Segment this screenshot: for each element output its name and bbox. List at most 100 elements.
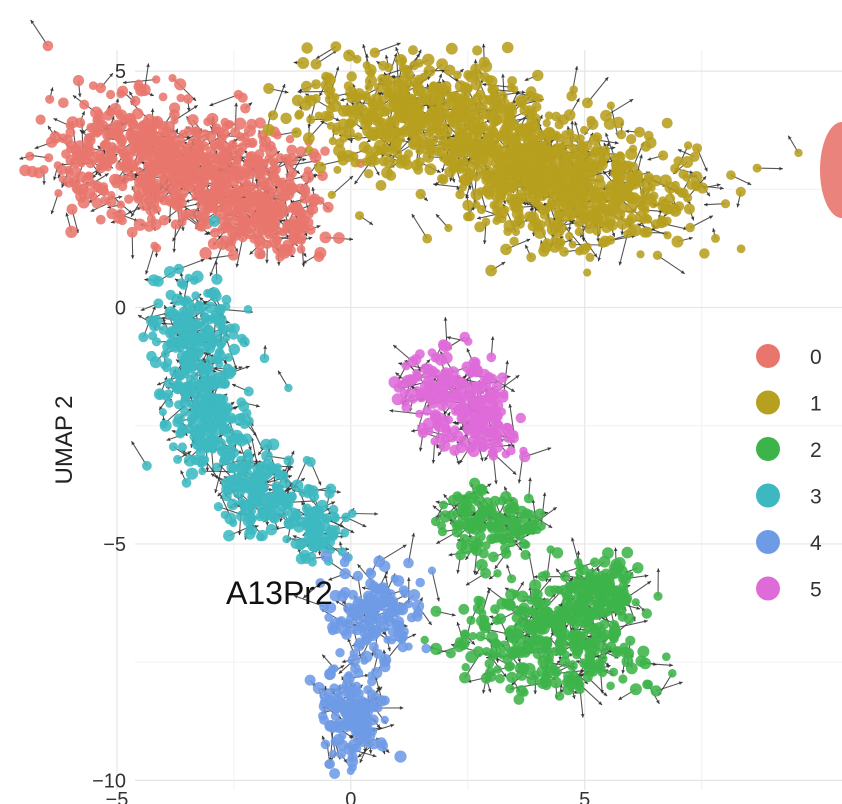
velocity-arrowhead xyxy=(398,362,403,366)
cluster-0-point xyxy=(105,107,116,117)
velocity-arrowhead xyxy=(552,507,557,511)
cluster-0-point xyxy=(132,183,144,195)
velocity-arrowhead xyxy=(517,658,521,663)
cluster-0-point xyxy=(158,215,170,226)
velocity-arrowhead xyxy=(131,212,135,217)
velocity-arrowhead xyxy=(611,232,616,237)
velocity-arrowhead xyxy=(205,467,210,472)
cluster-0-point xyxy=(199,141,209,151)
velocity-arrow xyxy=(209,94,239,107)
velocity-arrowhead xyxy=(528,477,532,482)
velocity-arrowhead xyxy=(581,237,586,242)
cluster-0-point xyxy=(188,208,200,220)
velocity-arrowhead xyxy=(157,381,162,386)
cluster-0-point xyxy=(269,157,279,167)
velocity-arrowhead xyxy=(572,695,576,699)
velocity-arrowhead xyxy=(417,49,422,54)
velocity-arrowhead xyxy=(482,240,487,244)
velocity-arrowhead xyxy=(200,258,205,263)
velocity-arrowhead xyxy=(576,98,580,103)
velocity-arrowhead xyxy=(186,107,191,112)
cluster-0-point xyxy=(201,190,212,201)
velocity-arrowhead xyxy=(431,459,436,464)
cluster-0-point xyxy=(171,198,184,211)
velocity-arrowhead xyxy=(747,181,752,185)
cluster-0-point xyxy=(207,237,220,250)
cluster-0-point xyxy=(86,122,97,133)
velocity-arrowhead xyxy=(19,156,24,160)
velocity-arrowhead xyxy=(504,486,508,491)
cluster-1-point xyxy=(263,83,275,94)
velocity-arrowhead xyxy=(481,689,486,694)
cluster-0-point xyxy=(165,171,175,181)
velocity-arrowhead xyxy=(443,317,448,321)
velocity-arrowhead xyxy=(288,474,292,479)
cluster-0-point xyxy=(249,234,259,244)
velocity-arrowhead xyxy=(443,494,448,498)
velocity-arrowhead xyxy=(419,597,423,602)
velocity-arrowhead xyxy=(337,490,341,494)
cluster-0-point xyxy=(209,203,219,213)
velocity-arrowhead xyxy=(512,470,517,475)
velocity-arrowhead xyxy=(303,232,308,237)
velocity-arrowhead xyxy=(301,501,305,506)
velocity-arrowhead xyxy=(629,99,634,103)
velocity-arrowhead xyxy=(656,568,661,572)
cluster-0-point xyxy=(206,160,217,171)
velocity-arrowhead xyxy=(278,370,282,375)
cluster-0-point xyxy=(223,120,233,130)
velocity-arrowhead xyxy=(411,214,416,218)
velocity-arrowhead xyxy=(779,166,783,171)
cluster-0-point xyxy=(219,173,232,186)
velocity-arrowhead xyxy=(72,95,77,99)
cluster-0-point xyxy=(174,78,187,91)
cluster-0-point xyxy=(227,227,240,240)
velocity-arrowhead xyxy=(506,564,510,569)
velocity-arrowhead xyxy=(475,571,479,575)
cluster-0-point xyxy=(156,165,165,174)
velocity-arrowhead xyxy=(382,649,387,654)
velocity-arrow xyxy=(293,595,325,608)
velocity-arrowhead xyxy=(505,360,509,365)
velocity-arrowhead xyxy=(164,305,168,310)
velocity-arrowhead xyxy=(375,171,380,176)
velocity-arrowhead xyxy=(446,412,451,417)
cluster-0-point xyxy=(196,172,206,182)
velocity-arrowhead xyxy=(621,670,626,674)
velocity-arrowhead xyxy=(395,372,400,377)
cluster-0-point xyxy=(168,74,177,83)
velocity-arrowhead xyxy=(340,97,345,102)
cluster-0-point xyxy=(262,239,272,249)
velocity-arrowhead xyxy=(302,252,307,257)
velocity-arrowhead xyxy=(149,92,154,97)
velocity-arrowhead xyxy=(384,54,389,59)
cluster-0-point xyxy=(110,144,120,154)
velocity-arrowhead xyxy=(465,581,470,586)
cluster-0-point xyxy=(211,170,222,181)
velocity-arrowhead xyxy=(688,236,693,241)
cluster-0-point xyxy=(192,129,202,139)
velocity-arrowhead xyxy=(441,168,445,172)
velocity-arrowhead xyxy=(214,489,218,493)
velocity-arrowhead xyxy=(172,237,176,242)
cluster-0-point xyxy=(25,151,35,161)
velocity-arrowhead xyxy=(473,59,478,63)
velocity-arrowhead xyxy=(361,586,366,591)
velocity-arrowhead xyxy=(300,478,305,482)
velocity-arrowhead xyxy=(252,432,257,436)
velocity-arrowhead xyxy=(235,263,240,268)
velocity-arrowhead xyxy=(736,203,741,208)
velocity-arrowhead xyxy=(716,183,721,187)
velocity-arrowhead xyxy=(432,505,437,510)
cluster-0-point xyxy=(235,147,245,157)
velocity-arrowhead xyxy=(161,321,165,326)
velocity-arrowhead xyxy=(569,577,573,581)
cluster-0-point xyxy=(259,142,269,152)
velocity-arrowhead xyxy=(118,195,123,200)
velocity-arrowhead xyxy=(129,91,133,96)
cluster-0-point xyxy=(170,219,181,230)
velocity-arrowhead xyxy=(402,544,407,549)
cluster-0-point xyxy=(146,214,156,224)
velocity-arrowhead xyxy=(393,345,398,349)
velocity-arrowhead xyxy=(482,82,486,87)
